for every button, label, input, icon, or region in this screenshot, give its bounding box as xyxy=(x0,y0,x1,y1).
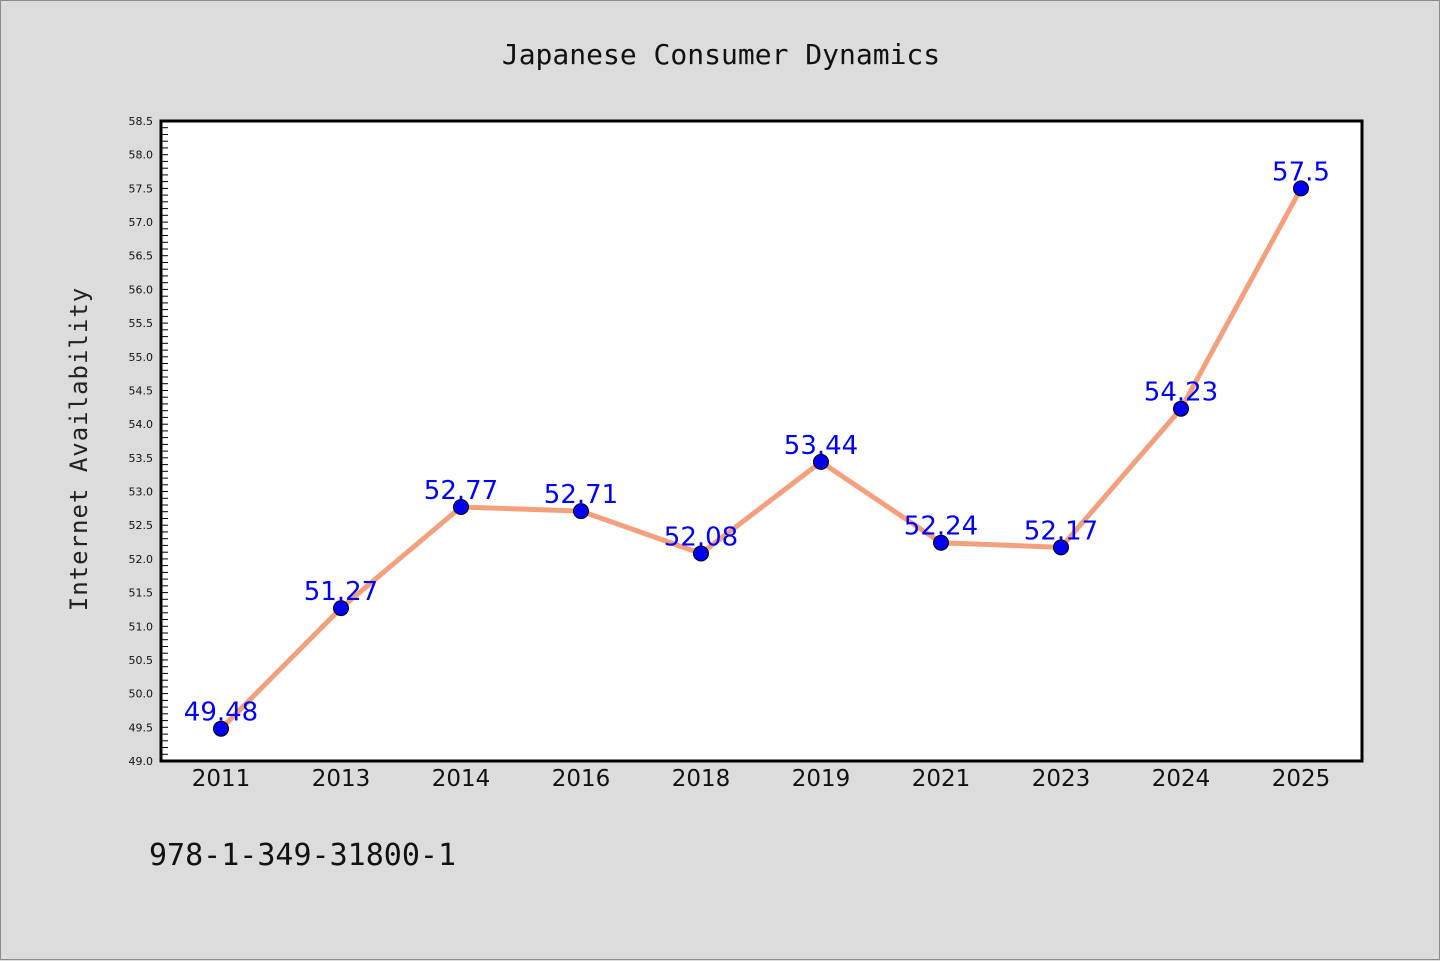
y-tick-label: 49.5 xyxy=(129,721,154,734)
y-tick-label: 53.5 xyxy=(129,452,154,465)
y-tick-label: 56.5 xyxy=(129,250,154,263)
x-tick-label: 2018 xyxy=(672,766,731,792)
x-tick-label: 2025 xyxy=(1272,766,1331,792)
data-label: 54.23 xyxy=(1144,378,1218,408)
data-label: 52.77 xyxy=(424,476,498,506)
data-point xyxy=(1173,400,1189,417)
y-tick-label: 53.0 xyxy=(129,486,154,499)
footer-code: 978-1-349-31800-1 xyxy=(149,838,456,873)
x-tick-label: 2023 xyxy=(1032,766,1091,792)
y-tick-label: 51.0 xyxy=(129,620,154,633)
data-point xyxy=(453,499,469,515)
x-tick-label: 2016 xyxy=(552,766,611,792)
y-tick-label: 57.5 xyxy=(129,182,154,195)
y-tick-label: 51.5 xyxy=(129,587,154,600)
data-label: 52.17 xyxy=(1024,516,1098,546)
x-tick-label: 2013 xyxy=(312,766,371,792)
data-label: 52.71 xyxy=(544,480,618,510)
y-minor-ticks xyxy=(161,120,168,762)
data-label: 49.48 xyxy=(184,698,258,728)
plot-area xyxy=(159,119,1364,763)
y-tick-label: 50.5 xyxy=(129,654,154,667)
y-tick-label: 52.5 xyxy=(129,519,154,532)
y-tick-label: 49.0 xyxy=(129,755,154,768)
data-point xyxy=(693,545,709,562)
x-tick-label: 2021 xyxy=(912,766,971,792)
x-tick-labels: 2011 2013 2014 2016 2018 2019 2021 2023 2024 2025 xyxy=(192,766,1331,792)
data-label: 52.24 xyxy=(904,512,978,542)
x-tick-label: 2011 xyxy=(192,766,251,792)
y-tick-label: 57.0 xyxy=(129,216,154,229)
y-tick-label: 50.0 xyxy=(129,688,154,701)
data-label: 52.08 xyxy=(664,523,738,553)
y-tick-label: 55.0 xyxy=(129,351,154,364)
y-tick-label: 54.5 xyxy=(129,384,154,397)
chart-title: Japanese Consumer Dynamics xyxy=(502,38,940,71)
y-tick-label: 52.0 xyxy=(129,553,154,566)
series-markers xyxy=(213,180,1309,737)
data-labels: 49.48 51.27 52.77 52.71 52.08 53.44 52.24 52.17… xyxy=(184,157,1330,727)
y-tick-label: 58.5 xyxy=(129,115,154,128)
x-tick-label: 2019 xyxy=(792,766,851,792)
data-point xyxy=(213,720,229,737)
data-point xyxy=(1293,180,1309,197)
data-label: 57.5 xyxy=(1272,157,1330,187)
x-tick-label: 2024 xyxy=(1152,766,1211,792)
y-tick-label: 55.5 xyxy=(129,317,154,330)
y-axis-label: Internet Availability xyxy=(65,287,93,611)
y-tick-label: 58.0 xyxy=(129,149,154,162)
data-label: 51.27 xyxy=(304,577,378,607)
x-tick-label: 2014 xyxy=(432,766,491,792)
series-line xyxy=(219,187,1304,731)
y-tick-labels: 49.0 49.5 50.0 50.5 51.0 51.5 52.0 52.5 53.0 53.5… xyxy=(129,115,154,768)
data-label: 53.44 xyxy=(784,431,858,461)
y-tick-label: 54.0 xyxy=(129,418,154,431)
data-point xyxy=(573,503,589,520)
y-tick-label: 56.0 xyxy=(129,283,154,296)
data-point xyxy=(933,534,949,551)
data-point xyxy=(1053,539,1069,556)
data-point xyxy=(813,453,829,470)
data-point xyxy=(333,600,349,617)
